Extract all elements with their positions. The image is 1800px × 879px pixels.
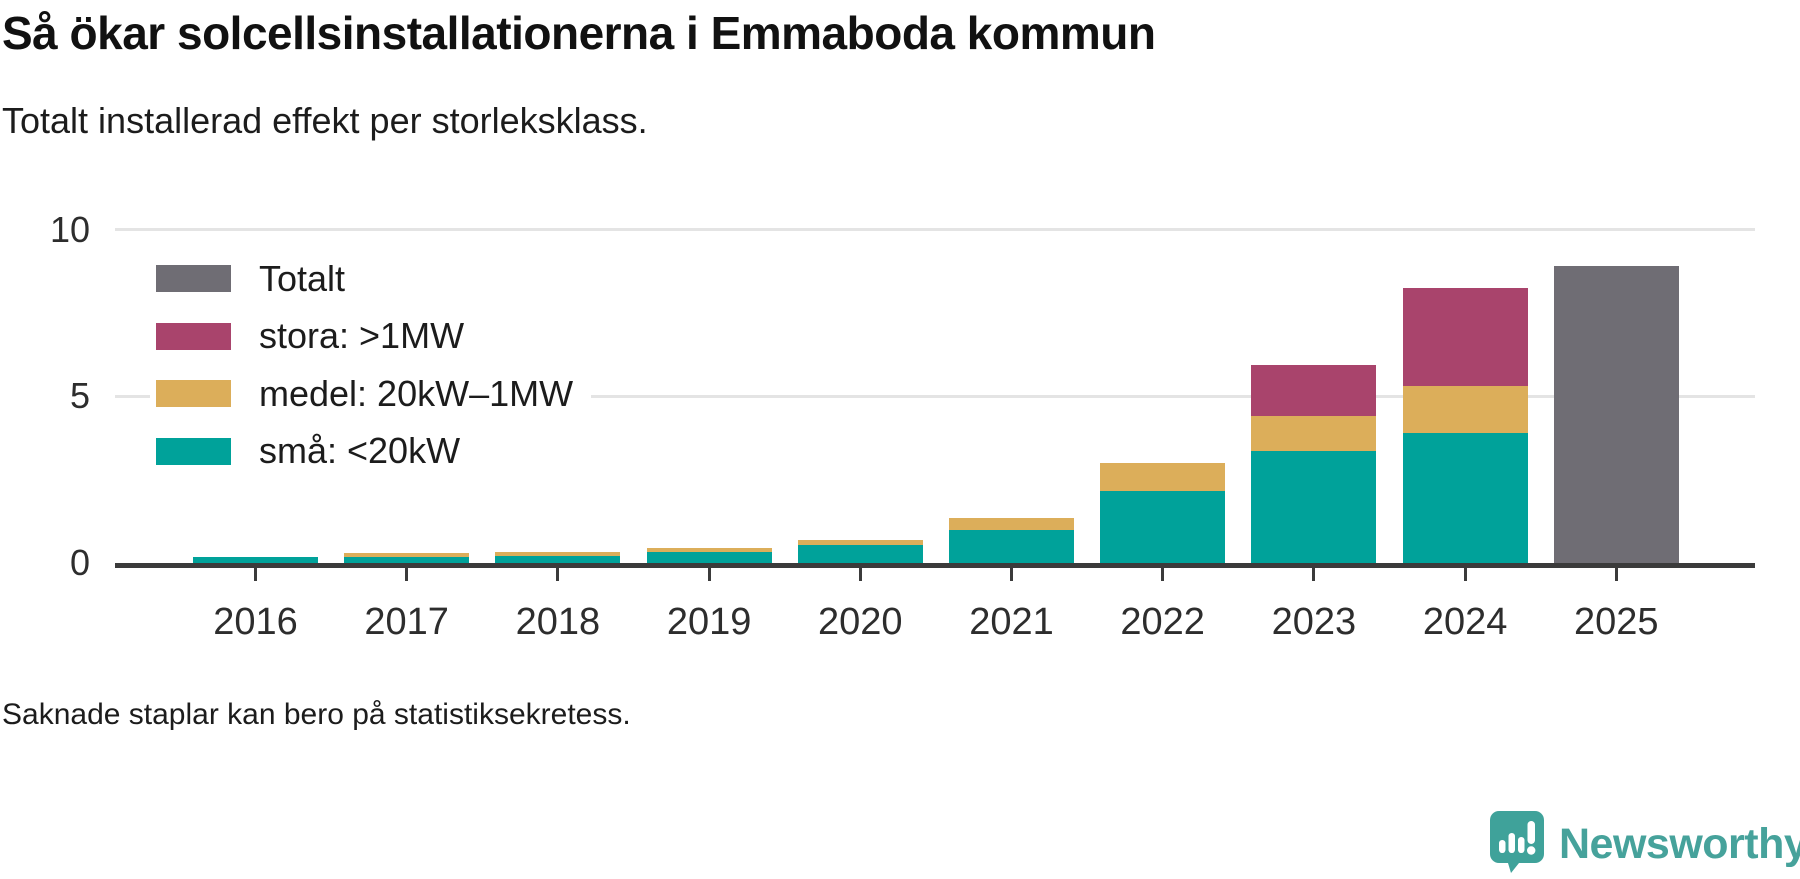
x-tick-mark-2021 — [1010, 568, 1013, 581]
legend-item-stora-1mw: stora: >1MW — [150, 314, 483, 358]
brand-name: Newsworthy — [1559, 820, 1800, 868]
x-tick-label-2016: 2016 — [213, 601, 298, 643]
x-axis-line — [115, 563, 1755, 568]
legend-swatch-medel-20kw-1mw — [156, 380, 231, 407]
bar-2022-sma-20kw — [1100, 491, 1226, 563]
bar-2023-sma-20kw — [1251, 451, 1377, 563]
bar-2023-stora-1mw — [1251, 364, 1377, 417]
legend-swatch-totalt — [156, 265, 231, 292]
x-tick-mark-2022 — [1161, 568, 1165, 581]
x-tick-label-2017: 2017 — [364, 601, 449, 643]
bar-2023-medel-20kw-1mw — [1251, 416, 1377, 452]
brand-logo[interactable]: Newsworthy — [1489, 810, 1800, 879]
x-tick-mark-2024 — [1463, 568, 1467, 581]
gridline-y-5 — [115, 394, 1755, 398]
x-tick-label-2021: 2021 — [969, 601, 1054, 643]
legend-label: Totalt — [259, 257, 346, 299]
bar-2024-stora-1mw — [1402, 287, 1528, 387]
footnote: Saknade staplar kan bero på statistiksek… — [2, 698, 631, 731]
bar-2021-sma-20kw — [949, 529, 1074, 563]
bar-2020-medel-20kw-1mw — [797, 540, 923, 546]
chart-subtitle: Totalt installerad effekt per storlekskl… — [2, 100, 648, 141]
x-tick-label-2018: 2018 — [515, 601, 601, 643]
bar-2017-medel-20kw-1mw — [344, 552, 470, 557]
x-tick-label-2023: 2023 — [1271, 601, 1357, 643]
x-tick-label-2024: 2024 — [1422, 601, 1508, 643]
legend-swatch-sma-20kw — [156, 437, 231, 465]
legend-label: stora: >1MW — [259, 315, 465, 356]
bar-2019-sma-20kw — [646, 551, 772, 563]
legend-label: medel: 20kW–1MW — [259, 372, 574, 414]
legend-item-medel-20kw-1mw: medel: 20kW–1MW — [150, 371, 592, 416]
gridline-y-10 — [115, 228, 1755, 231]
newsworthy-speech-bubble-chart-icon — [1489, 810, 1545, 879]
bar-2022-medel-20kw-1mw — [1100, 462, 1226, 492]
bar-2024-sma-20kw — [1402, 432, 1528, 563]
y-tick-label: 0 — [69, 542, 90, 583]
bar-2016-sma-20kw — [193, 557, 318, 563]
legend-label: små: <20kW — [259, 430, 461, 471]
x-tick-mark-2019 — [707, 568, 711, 581]
bar-2018-medel-20kw-1mw — [495, 551, 621, 556]
x-tick-label-2019: 2019 — [666, 601, 752, 643]
x-tick-mark-2023 — [1312, 568, 1316, 581]
bar-2024-medel-20kw-1mw — [1402, 386, 1528, 433]
x-tick-label-2025: 2025 — [1574, 601, 1659, 643]
bar-2025-totalt — [1553, 266, 1679, 563]
x-tick-label-2020: 2020 — [818, 601, 903, 643]
y-tick-label: 5 — [69, 375, 90, 417]
chart-title: Så ökar solcellsinstallationerna i Emmab… — [2, 7, 1156, 59]
legend-item-sma-20kw: små: <20kW — [150, 429, 479, 473]
legend-item-totalt: Totalt — [150, 256, 364, 301]
x-tick-label-2022: 2022 — [1120, 601, 1205, 643]
x-tick-mark-2020 — [858, 568, 862, 581]
bar-2019-medel-20kw-1mw — [646, 547, 772, 552]
x-tick-mark-2016 — [254, 568, 257, 581]
x-tick-mark-2018 — [556, 568, 560, 581]
bar-2018-sma-20kw — [495, 555, 621, 563]
legend-swatch-stora-1mw — [156, 322, 231, 350]
y-tick-label: 10 — [49, 208, 90, 250]
x-tick-mark-2017 — [405, 568, 409, 581]
bar-2020-sma-20kw — [797, 545, 923, 563]
x-tick-mark-2025 — [1614, 568, 1618, 581]
bar-2017-sma-20kw — [344, 556, 470, 563]
bar-2021-medel-20kw-1mw — [949, 517, 1074, 530]
